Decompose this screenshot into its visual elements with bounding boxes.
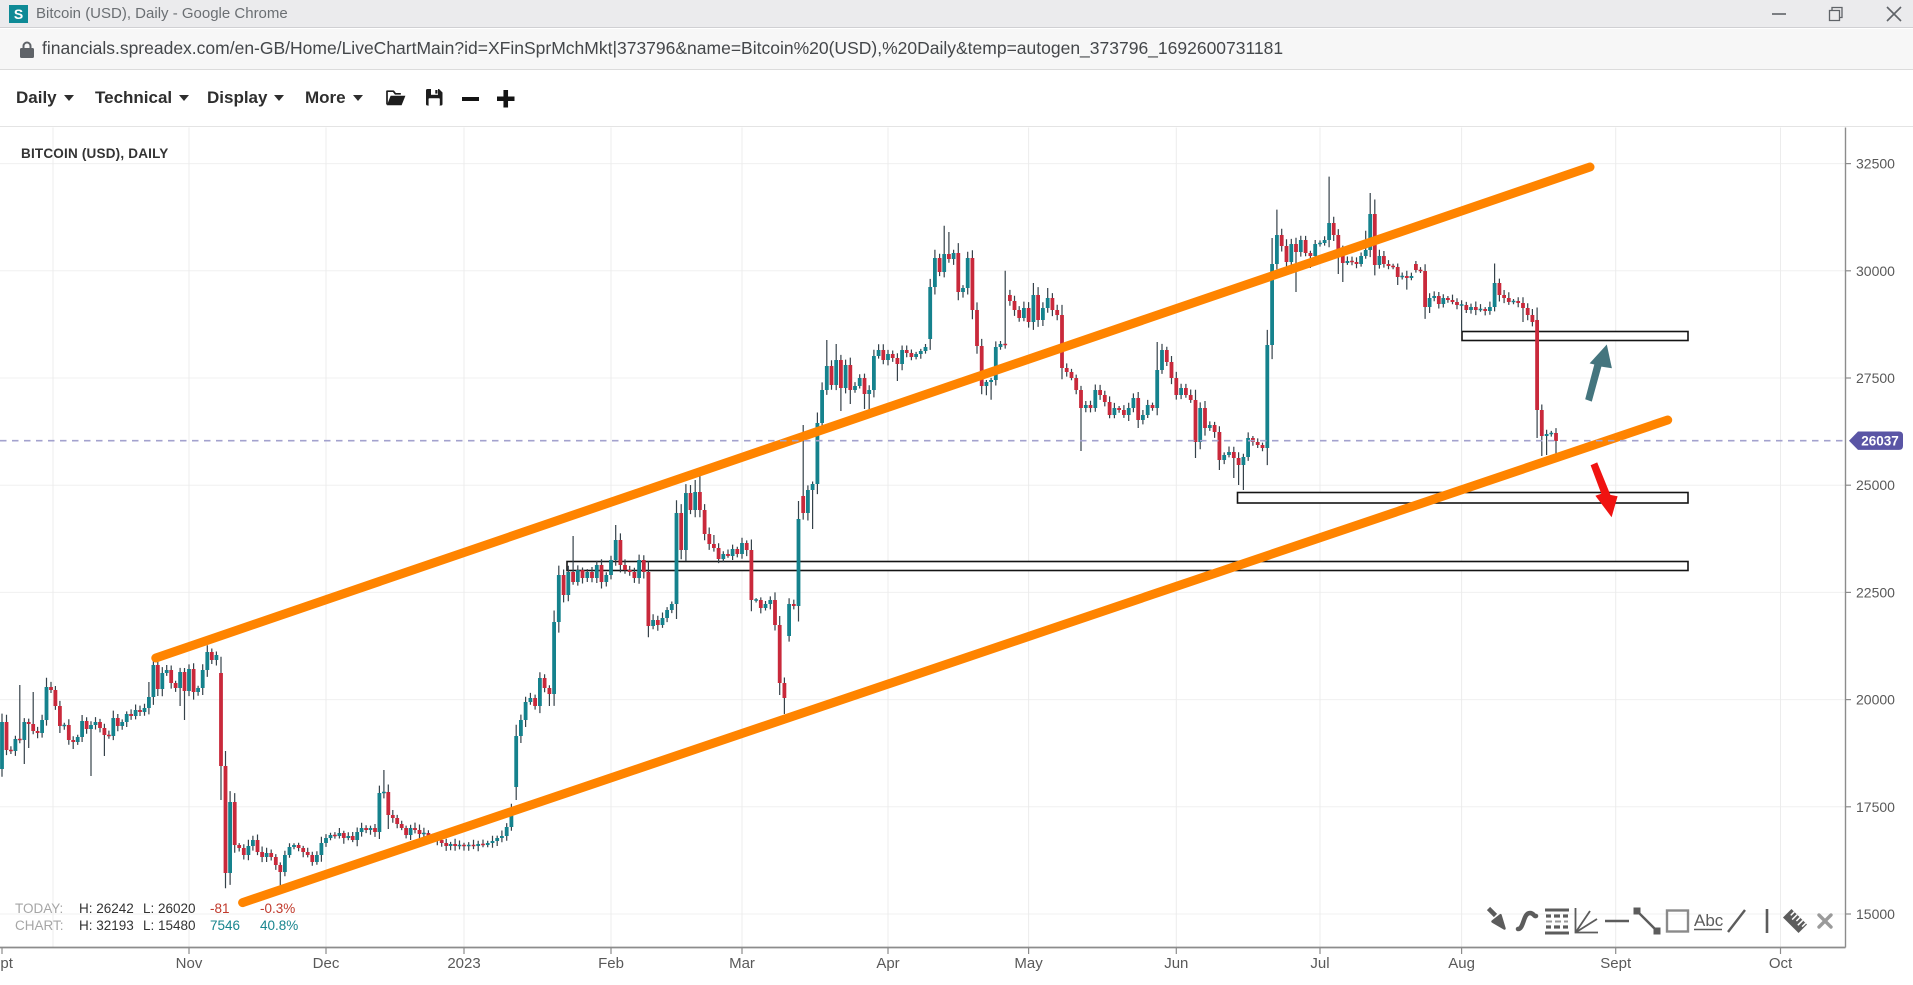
svg-text:7546: 7546 — [210, 918, 240, 933]
svg-text:Mar: Mar — [729, 955, 755, 972]
svg-text:26037: 26037 — [1861, 434, 1899, 449]
svg-text:Oct: Oct — [1769, 955, 1793, 972]
svg-text:Feb: Feb — [598, 955, 624, 972]
svg-text:-81: -81 — [210, 901, 230, 916]
svg-text:Jul: Jul — [1310, 955, 1329, 972]
svg-text:2023: 2023 — [447, 955, 480, 972]
svg-text:25000: 25000 — [1856, 477, 1895, 493]
svg-text:Sept: Sept — [0, 955, 14, 972]
svg-text:Dec: Dec — [313, 955, 340, 972]
svg-text:20000: 20000 — [1856, 692, 1895, 708]
svg-text:Aug: Aug — [1448, 955, 1475, 972]
svg-text:TODAY:: TODAY: — [15, 901, 63, 916]
svg-text:32500: 32500 — [1856, 156, 1895, 172]
svg-text:H: 26242: H: 26242 — [79, 901, 134, 916]
svg-text:Sept: Sept — [1600, 955, 1632, 972]
svg-text:22500: 22500 — [1856, 584, 1895, 600]
svg-text:CHART:: CHART: — [15, 918, 64, 933]
svg-text:40.8%: 40.8% — [260, 918, 298, 933]
svg-text:17500: 17500 — [1856, 799, 1895, 815]
svg-text:Abc: Abc — [1694, 911, 1724, 930]
svg-text:L: 15480: L: 15480 — [143, 918, 196, 933]
svg-text:Nov: Nov — [176, 955, 203, 972]
svg-text:BITCOIN (USD), DAILY: BITCOIN (USD), DAILY — [21, 146, 169, 161]
svg-text:L: 26020: L: 26020 — [143, 901, 196, 916]
svg-text:15000: 15000 — [1856, 906, 1895, 922]
svg-text:30000: 30000 — [1856, 263, 1895, 279]
svg-text:H: 32193: H: 32193 — [79, 918, 134, 933]
svg-text:May: May — [1014, 955, 1043, 972]
svg-text:27500: 27500 — [1856, 370, 1895, 386]
svg-text:-0.3%: -0.3% — [260, 901, 295, 916]
svg-text:Apr: Apr — [876, 955, 899, 972]
svg-text:Jun: Jun — [1164, 955, 1188, 972]
